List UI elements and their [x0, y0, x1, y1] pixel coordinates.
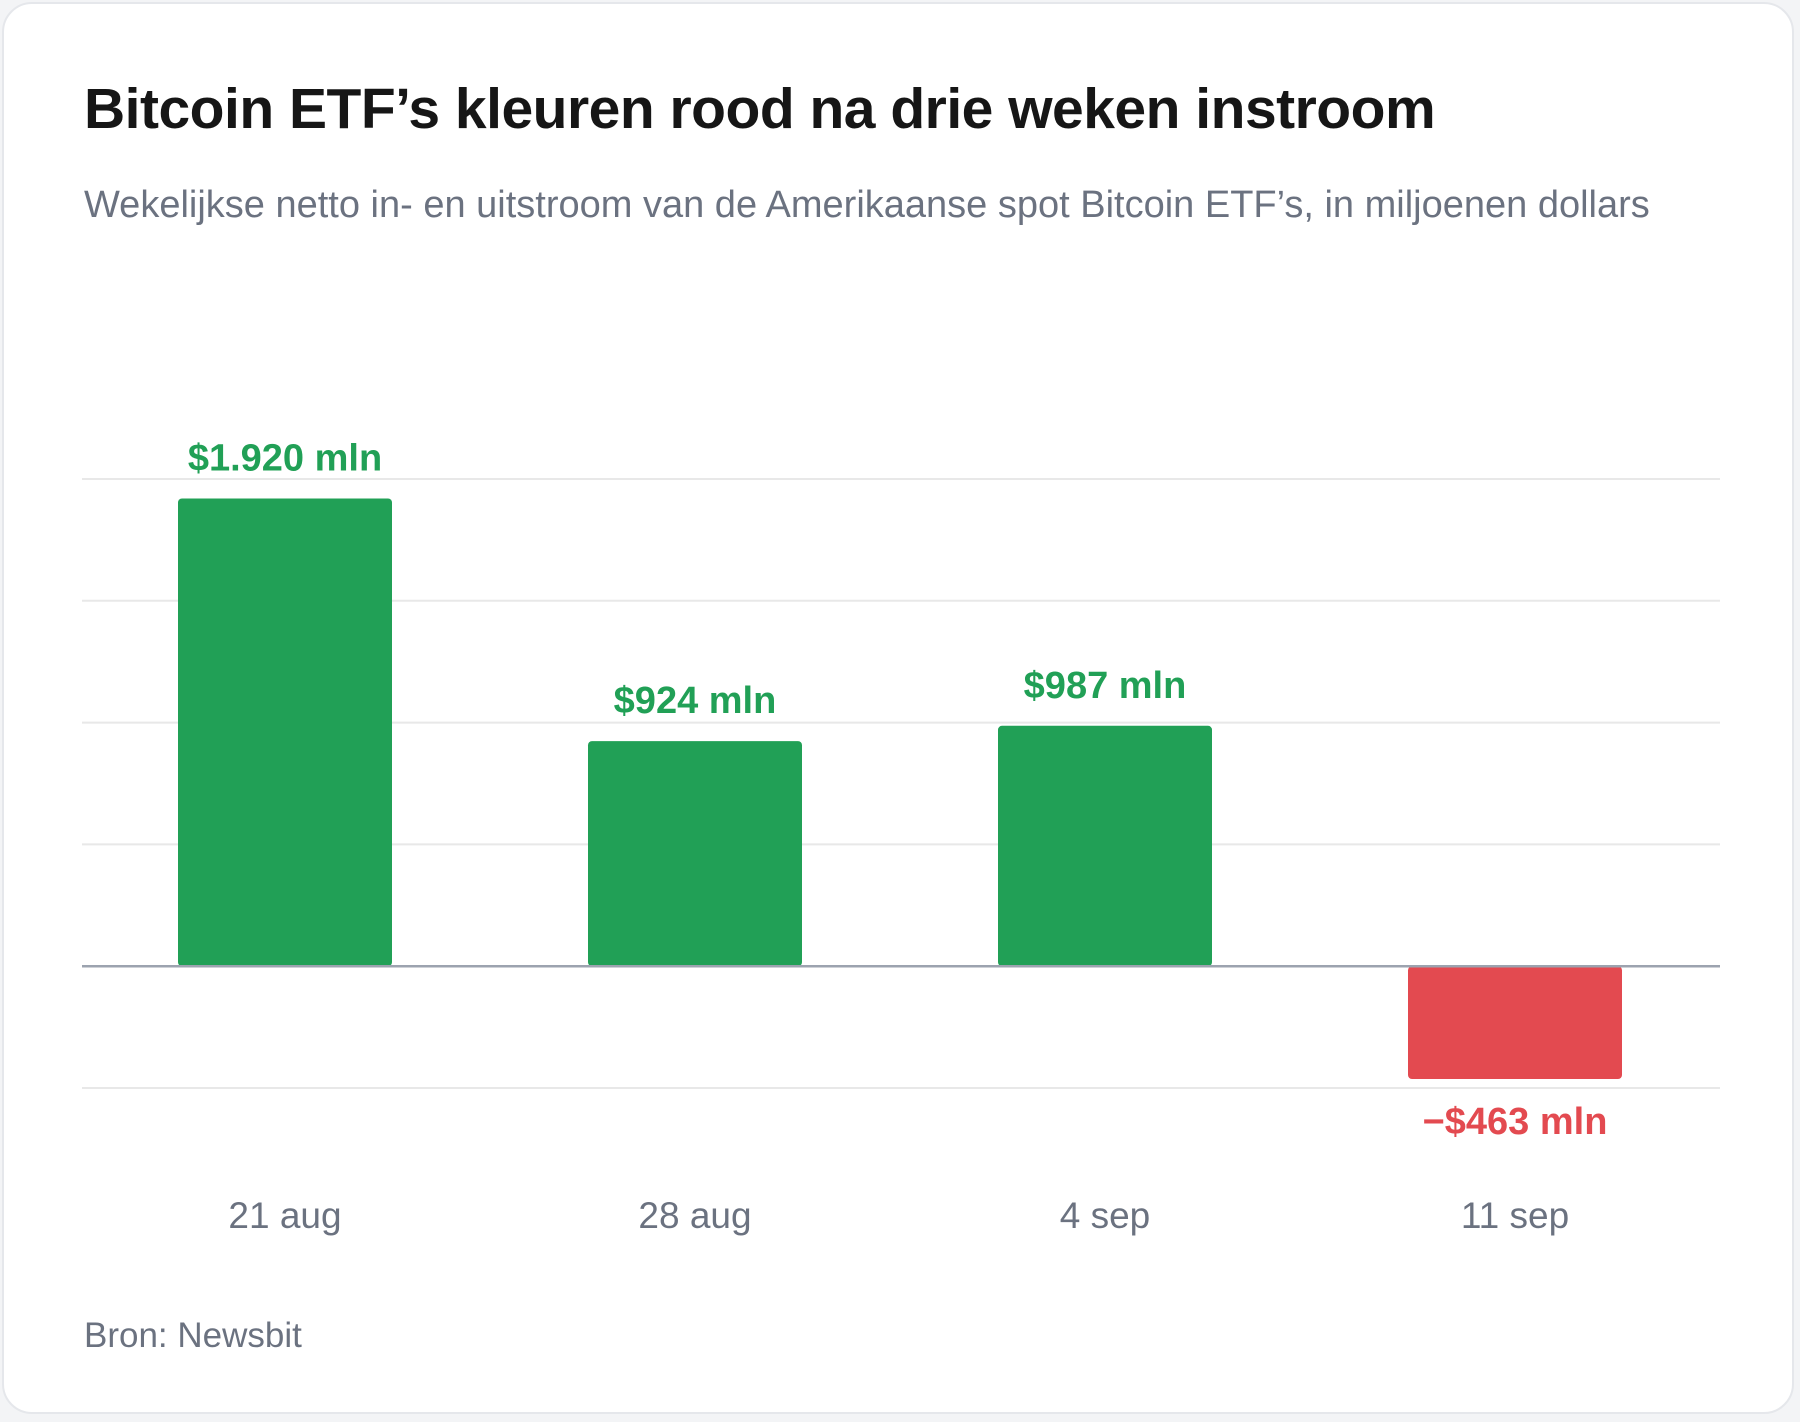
bar-4-sep: [998, 725, 1212, 967]
x-tick-label: 28 aug: [638, 1195, 751, 1236]
value-label: −$463 mln: [1423, 1101, 1608, 1143]
x-tick-label: 4 sep: [1060, 1195, 1151, 1236]
value-label: $987 mln: [1024, 665, 1187, 707]
x-tick-label: 21 aug: [228, 1195, 341, 1236]
bars: [178, 498, 1622, 1079]
data-labels: $1.920 mln $924 mln $987 mln −$463 mln: [188, 437, 1608, 1142]
source-note: Bron: Newsbit: [84, 1316, 302, 1355]
bar-11-sep: [1408, 966, 1622, 1079]
value-label: $1.920 mln: [188, 437, 382, 479]
value-label: $924 mln: [614, 680, 777, 722]
x-tick-label: 11 sep: [1461, 1195, 1569, 1236]
bar-21-aug: [178, 498, 392, 967]
chart-subtitle: Wekelijkse netto in- en uitstroom van de…: [84, 184, 1650, 226]
chart-title: Bitcoin ETF’s kleuren rood na drie weken…: [84, 77, 1436, 141]
x-axis-labels: 21 aug 28 aug 4 sep 11 sep: [228, 1195, 1569, 1236]
bar-28-aug: [588, 741, 802, 967]
